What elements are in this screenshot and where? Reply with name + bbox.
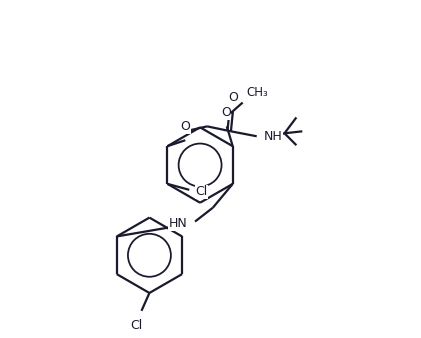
Text: NH: NH bbox=[264, 130, 282, 143]
Text: HN: HN bbox=[168, 217, 187, 230]
Text: Cl: Cl bbox=[131, 319, 143, 332]
Text: Cl: Cl bbox=[195, 185, 208, 198]
Text: O: O bbox=[180, 120, 190, 133]
Text: CH₃: CH₃ bbox=[247, 86, 268, 99]
Text: O: O bbox=[228, 91, 238, 103]
Text: O: O bbox=[221, 106, 231, 119]
